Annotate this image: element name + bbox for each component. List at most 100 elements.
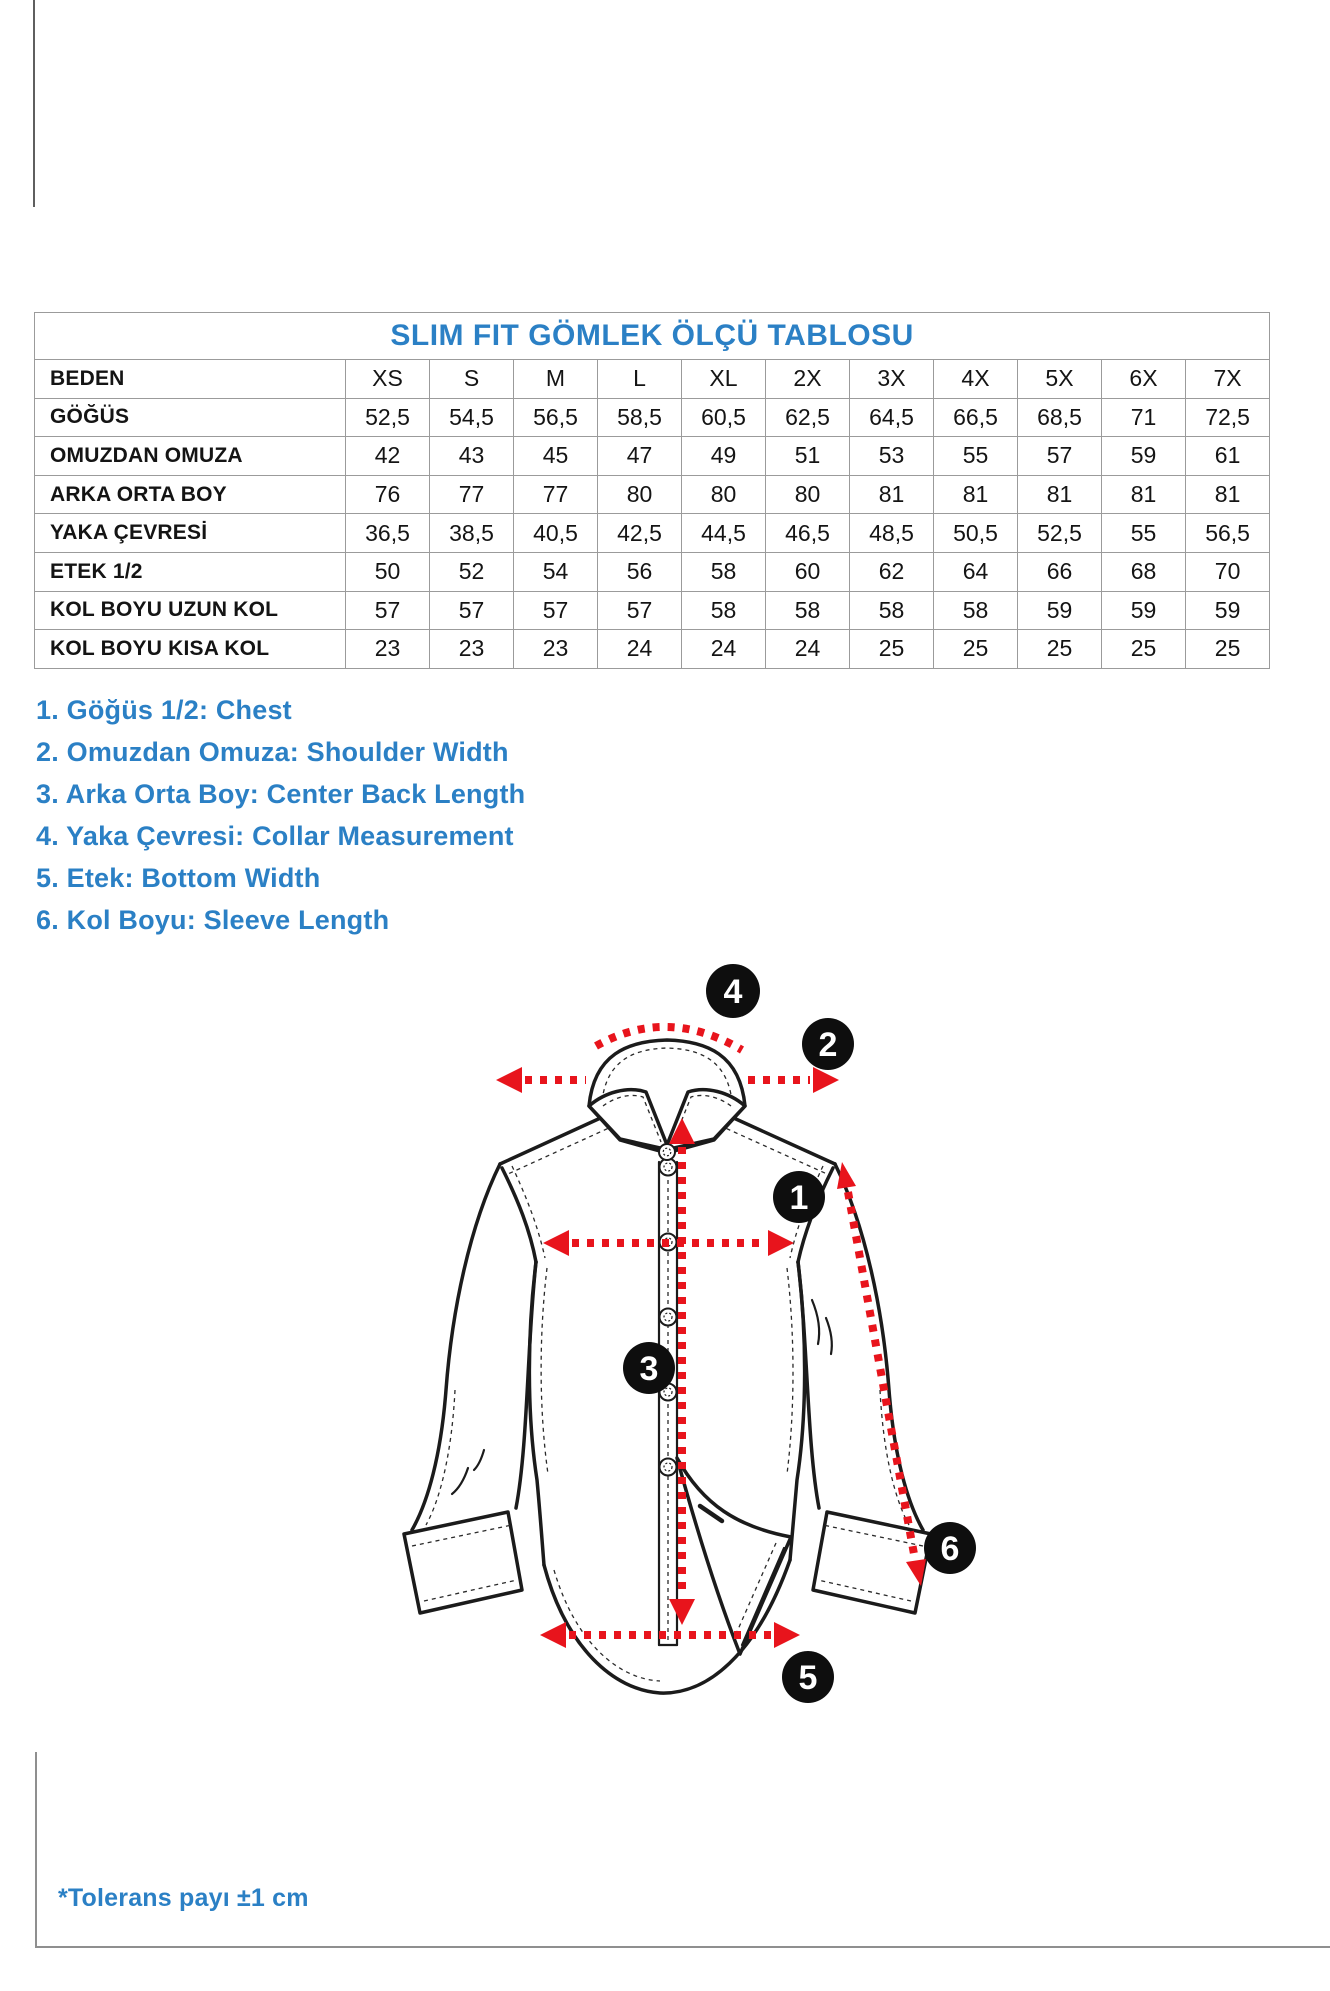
svg-text:3: 3 [640,1350,659,1388]
measurement-value: 40,5 [513,513,598,553]
measurement-value: 58 [681,551,766,592]
back-length-arrowhead-top [669,1118,695,1144]
right-cuff [811,1510,933,1615]
measurement-value: 59 [1184,590,1271,631]
fold-buttonhole [697,1503,725,1524]
marker-6: 6 [924,1522,976,1574]
measurement-value: 71 [1101,397,1186,438]
measurement-value: 56,5 [513,397,598,438]
measurement-arrows [496,1022,926,1648]
collar-band-stitch [601,1047,733,1102]
measurement-value: 80 [597,474,682,515]
measurement-value: 62 [849,551,934,592]
bottom-width-arrowhead-right [774,1622,800,1648]
sleeve-arrowhead-bottom [906,1559,926,1586]
size-chart-table: SLIM FIT GÖMLEK ÖLÇÜ TABLOSU BEDEN XS S M L X… [33,312,1271,669]
collar-button [658,1143,676,1161]
right-shoulder-stitch [711,1121,828,1175]
button [658,1307,678,1327]
measurement-value: 23 [513,629,598,669]
column-header-size: XL [681,359,766,399]
measurement-value: 77 [513,474,598,515]
measurement-value: 57 [513,590,598,631]
right-sleeve-stitch [879,1389,910,1526]
size-chart-table-container: SLIM FIT GÖMLEK ÖLÇÜ TABLOSU BEDEN XS S M L X… [33,312,1271,669]
row-label: ARKA ORTA BOY [34,474,346,515]
measurement-value: 42,5 [597,513,682,553]
measurement-value: 68 [1101,551,1186,592]
marker-4: 4 [706,964,760,1018]
chest-arrowhead-left [543,1230,569,1256]
column-header-size: L [597,359,682,399]
measurement-value: 81 [1184,474,1271,515]
left-shoulder-seam [498,1108,620,1166]
measurement-value: 81 [933,474,1018,515]
measurement-value: 60,5 [681,397,766,438]
shoulder-arrowhead-right [813,1067,839,1093]
sleeve-length-measure-line [844,1191,918,1555]
left-shoulder-stitch [507,1121,623,1175]
table-row: ARKA ORTA BOY 76 77 77 80 80 80 81 81 81 81 81 [34,474,1271,515]
column-header-size: 5X [1017,359,1102,399]
svg-text:4: 4 [724,973,743,1011]
measure-markers: 1 2 3 4 5 6 [623,964,976,1703]
measurement-value: 25 [1017,629,1102,669]
marker-3: 3 [623,1342,675,1394]
legend-item: 3. Arka Orta Boy: Center Back Length [36,779,526,809]
measurement-value: 61 [1184,436,1271,476]
table-title-row: SLIM FIT GÖMLEK ÖLÇÜ TABLOSU [33,312,1271,360]
measurement-value: 23 [429,629,514,669]
column-header-size: XS [345,359,430,399]
collar-left-leaf [587,1087,671,1152]
table-row: YAKA ÇEVRESİ 36,5 38,5 40,5 42,5 44,5 46,5 48,5… [34,513,1271,553]
collar-measure-arc [594,1022,745,1054]
hem-fold-flap [675,1456,793,1656]
measurement-value: 57 [429,590,514,631]
right-side-stitch [786,1267,794,1475]
page-frame-bottom-line [35,1946,1330,1948]
measurement-value: 24 [681,629,766,669]
collar-left-leaf-stitch [602,1094,662,1143]
svg-text:6: 6 [941,1530,960,1568]
hem-stitch [553,1569,661,1682]
left-cuff-wrinkle-2 [472,1448,486,1472]
measurement-value: 48,5 [849,513,934,553]
table-header-row: BEDEN XS S M L XL 2X 3X 4X 5X 6X 7X [34,359,1271,399]
measurement-value: 42 [345,436,430,476]
measurement-value: 24 [597,629,682,669]
bottom-width-arrowhead-left [540,1622,566,1648]
row-label: KOL BOYU UZUN KOL [34,590,346,631]
chest-arrowhead-right [768,1230,794,1256]
measurement-value: 47 [597,436,682,476]
column-header-size: S [429,359,514,399]
measurement-value: 81 [1017,474,1102,515]
right-cuff-stitch-top [822,1524,924,1547]
table-row: KOL BOYU KISA KOL 23 23 23 24 24 24 25 25 25 25 25 [34,629,1271,669]
measurement-value: 66,5 [933,397,1018,438]
legend-item: 1. Göğüs 1/2: Chest [36,695,292,725]
table-title: SLIM FIT GÖMLEK ÖLÇÜ TABLOSU [33,312,1271,360]
left-sleeve-stitch [425,1389,456,1526]
table-row: ETEK 1/2 50 52 54 56 58 60 62 64 66 68 70 [34,551,1271,592]
sleeve-arrowhead-top [837,1162,856,1189]
collar-right-leaf-stitch [672,1094,732,1143]
tolerance-footnote: *Tolerans payı ±1 cm [58,1884,309,1912]
measurement-value: 76 [345,474,430,515]
hem-fold-stitch [735,1542,777,1635]
column-header-size: M [513,359,598,399]
measurement-value: 64 [933,551,1018,592]
measurement-value: 68,5 [1017,397,1102,438]
measurement-value: 23 [345,629,430,669]
page-frame-left-top-segment [33,0,35,207]
left-armhole-stitch [511,1165,546,1259]
measurement-value: 58 [849,590,934,631]
measurement-value: 58 [681,590,766,631]
measurement-value: 38,5 [429,513,514,553]
marker-5: 5 [782,1651,834,1703]
measurement-value: 57 [1017,436,1102,476]
measurement-value: 25 [849,629,934,669]
measurement-value: 59 [1101,436,1186,476]
right-armpit-wrinkle-2 [824,1316,833,1356]
table-row: OMUZDAN OMUZA 42 43 45 47 49 51 53 55 57 59 61 [34,436,1271,476]
shoulder-arrowhead-left [496,1067,522,1093]
